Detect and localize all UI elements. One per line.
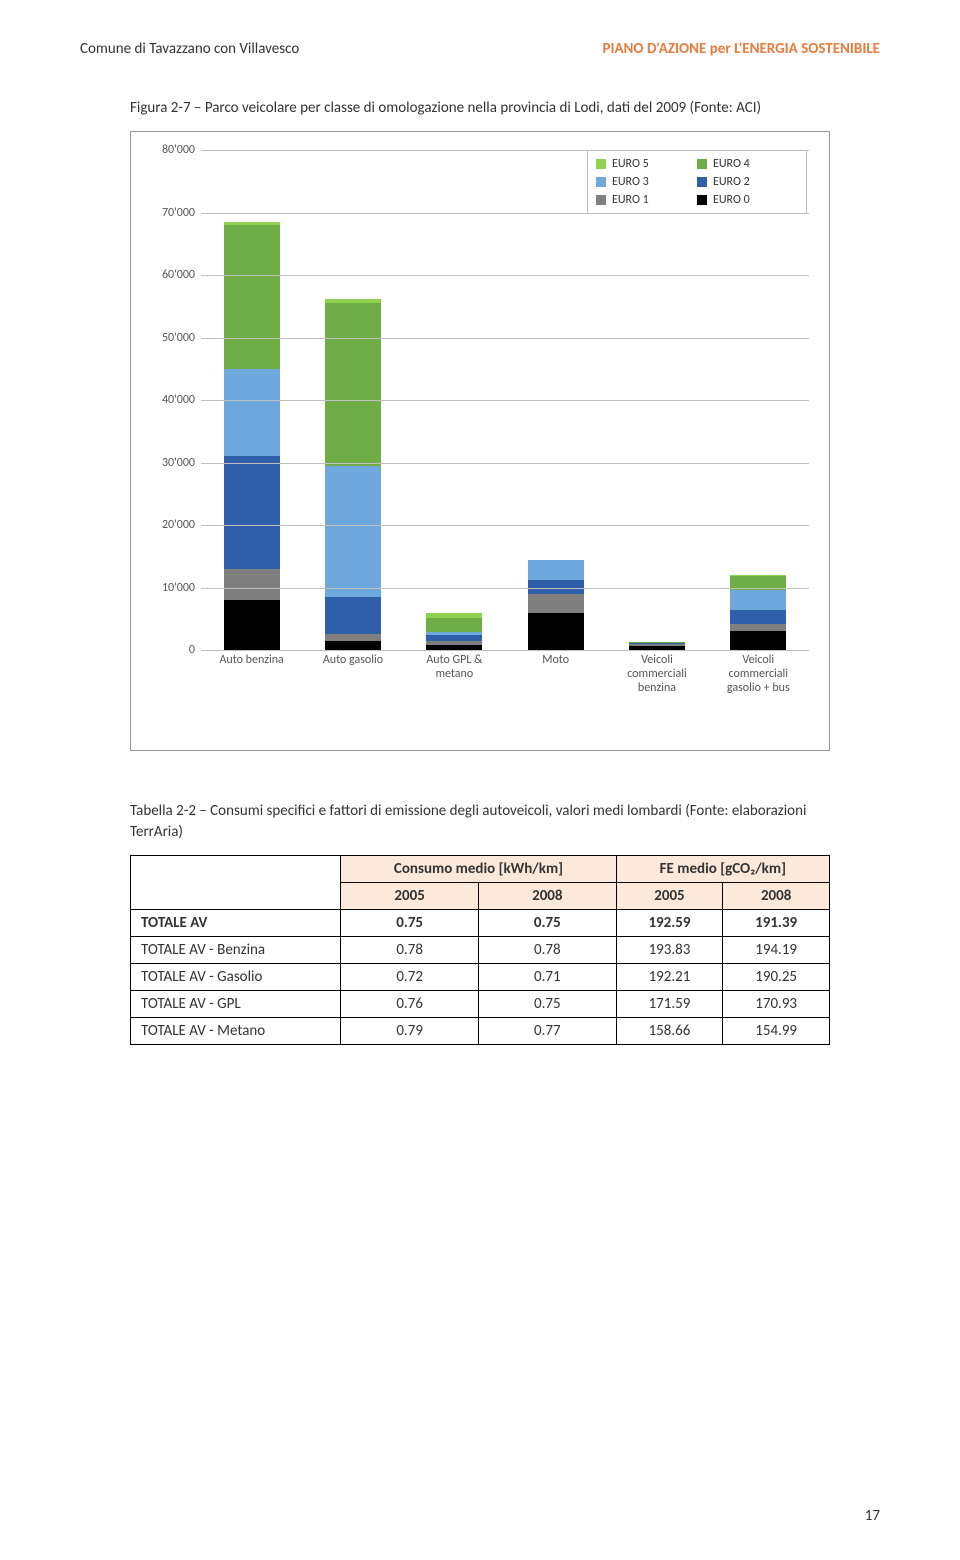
table-cell: 0.76: [341, 991, 479, 1018]
table-cell: 191.39: [723, 910, 830, 937]
x-tick-label: Veicoli commerciali gasolio + bus: [713, 654, 804, 695]
table-cell: 0.79: [341, 1018, 479, 1045]
table-cell: 190.25: [723, 964, 830, 991]
bar-segment: [325, 303, 381, 466]
table-cell: 0.72: [341, 964, 479, 991]
table-cell: 192.21: [616, 964, 723, 991]
x-tick-label: Moto: [510, 654, 601, 695]
table-head-group-0: Consumo medio [kWh/km]: [341, 856, 616, 883]
table-cell: 154.99: [723, 1018, 830, 1045]
table-body: TOTALE AV0.750.75192.59191.39TOTALE AV -…: [131, 910, 830, 1045]
page-header: Comune di Tavazzano con Villavesco PIANO…: [80, 40, 880, 58]
table-year-header: 2008: [478, 883, 616, 910]
y-tick-label: 50'000: [162, 331, 195, 345]
table-cell: 0.78: [478, 937, 616, 964]
bar-segment: [325, 597, 381, 635]
bar-segment: [528, 594, 584, 613]
table-year-header: 2008: [723, 883, 830, 910]
table-cell: 0.77: [478, 1018, 616, 1045]
bar-segment: [730, 631, 786, 650]
bar-segment: [224, 456, 280, 569]
table-cell: 192.59: [616, 910, 723, 937]
row-label: TOTALE AV - GPL: [131, 991, 341, 1018]
x-tick-label: Veicoli commerciali benzina: [611, 654, 702, 695]
bar-segment: [730, 624, 786, 632]
bar: [629, 642, 685, 650]
y-tick-label: 0: [189, 643, 195, 657]
row-label: TOTALE AV - Gasolio: [131, 964, 341, 991]
table-cell: 0.78: [341, 937, 479, 964]
table-head-group-1: FE medio [gCO₂/km]: [616, 856, 829, 883]
table-cell: 170.93: [723, 991, 830, 1018]
row-label: TOTALE AV - Benzina: [131, 937, 341, 964]
bar-segment: [325, 466, 381, 597]
bar: [426, 613, 482, 651]
y-tick-label: 30'000: [162, 456, 195, 470]
bar-segment: [325, 641, 381, 650]
chart-plot-area: 010'00020'00030'00040'00050'00060'00070'…: [201, 150, 809, 650]
bar-segment: [730, 590, 786, 610]
table-cell: 0.75: [341, 910, 479, 937]
table-cell: 0.75: [478, 991, 616, 1018]
chart-x-labels: Auto benzinaAuto gasolio Auto GPL & metan…: [201, 654, 809, 695]
bar: [325, 299, 381, 650]
bar-segment: [224, 225, 280, 369]
table-cell: 0.75: [478, 910, 616, 937]
header-left: Comune di Tavazzano con Villavesco: [80, 40, 299, 58]
bar: [528, 560, 584, 650]
page-number: 17: [865, 1507, 880, 1525]
bar: [730, 575, 786, 650]
table-year-header: 2005: [616, 883, 723, 910]
chart-caption: Figura 2-7 – Parco veicolare per classe …: [130, 98, 880, 119]
row-label: TOTALE AV: [131, 910, 341, 937]
table-cell: 171.59: [616, 991, 723, 1018]
table-row: TOTALE AV0.750.75192.59191.39: [131, 910, 830, 937]
table-cell: 158.66: [616, 1018, 723, 1045]
bar-segment: [224, 369, 280, 457]
bar-segment: [224, 600, 280, 650]
table-year-header: 2005: [341, 883, 479, 910]
table-row: TOTALE AV - Gasolio0.720.71192.21190.25: [131, 964, 830, 991]
x-tick-label: Auto gasolio: [307, 654, 398, 695]
bar-segment: [224, 569, 280, 600]
bar-segment: [528, 613, 584, 651]
table-row: TOTALE AV - Metano0.790.77158.66154.99: [131, 1018, 830, 1045]
x-tick-label: Auto GPL & metano: [409, 654, 500, 695]
y-tick-label: 20'000: [162, 518, 195, 532]
y-tick-label: 40'000: [162, 393, 195, 407]
y-tick-label: 10'000: [162, 581, 195, 595]
bar-segment: [730, 610, 786, 624]
chart-container: EURO 5EURO 4EURO 3EURO 2EURO 1EURO 0 010…: [130, 131, 830, 751]
y-tick-label: 80'000: [162, 143, 195, 157]
table-head: Consumo medio [kWh/km] FE medio [gCO₂/km…: [131, 856, 830, 910]
table-cell: 193.83: [616, 937, 723, 964]
bar: [224, 222, 280, 650]
bar-segment: [426, 618, 482, 632]
y-tick-label: 60'000: [162, 268, 195, 282]
y-tick-label: 70'000: [162, 206, 195, 220]
row-label: TOTALE AV - Metano: [131, 1018, 341, 1045]
table-caption: Tabella 2-2 – Consumi specifici e fattor…: [130, 801, 830, 843]
table-row: TOTALE AV - GPL0.760.75171.59170.93: [131, 991, 830, 1018]
header-right: PIANO D'AZIONE per L'ENERGIA SOSTENIBILE: [602, 40, 880, 58]
table-cell: 194.19: [723, 937, 830, 964]
bar-segment: [528, 560, 584, 580]
table-row: TOTALE AV - Benzina0.780.78193.83194.19: [131, 937, 830, 964]
table-cell: 0.71: [478, 964, 616, 991]
data-table: Consumo medio [kWh/km] FE medio [gCO₂/km…: [130, 855, 830, 1045]
x-tick-label: Auto benzina: [206, 654, 297, 695]
